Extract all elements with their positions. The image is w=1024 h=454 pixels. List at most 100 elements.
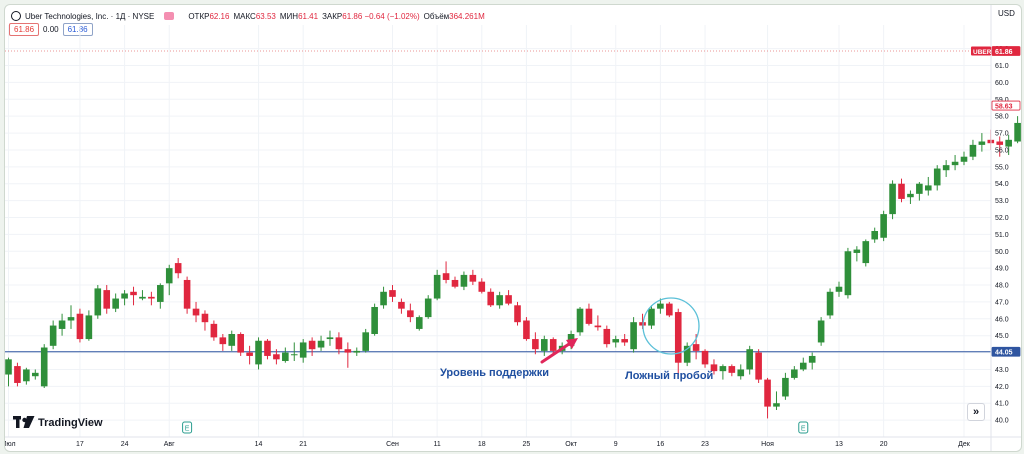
- candle-body[interactable]: [353, 350, 361, 353]
- candle-body[interactable]: [683, 345, 691, 363]
- candle-body[interactable]: [487, 291, 495, 306]
- candle-body[interactable]: [898, 183, 905, 199]
- candle-body[interactable]: [469, 274, 477, 282]
- candle-body[interactable]: [951, 161, 959, 166]
- candle-body[interactable]: [31, 372, 39, 377]
- price-chart[interactable]: 40.041.042.043.044.045.046.047.048.049.0…: [5, 5, 1021, 451]
- candle-body[interactable]: [862, 241, 870, 264]
- candle-body[interactable]: [514, 305, 521, 323]
- candle-body[interactable]: [210, 323, 218, 338]
- candle-body[interactable]: [576, 308, 584, 333]
- candle-body[interactable]: [94, 288, 102, 316]
- ask-price-badge[interactable]: 61.86: [62, 23, 93, 36]
- candle-body[interactable]: [451, 279, 459, 287]
- candle-body[interactable]: [130, 291, 137, 296]
- candle-body[interactable]: [969, 144, 977, 157]
- candle-body[interactable]: [719, 366, 727, 372]
- candle-body[interactable]: [621, 339, 628, 343]
- candle-body[interactable]: [121, 293, 128, 299]
- candle-body[interactable]: [942, 165, 950, 171]
- candle-body[interactable]: [237, 334, 244, 353]
- candle-body[interactable]: [549, 339, 557, 351]
- candle-body[interactable]: [755, 352, 762, 380]
- scroll-to-realtime-button[interactable]: »: [967, 403, 985, 421]
- candle-body[interactable]: [916, 183, 923, 194]
- candle-body[interactable]: [737, 369, 745, 377]
- candle-body[interactable]: [692, 344, 700, 351]
- candle-body[interactable]: [389, 290, 396, 297]
- candle-body[interactable]: [1014, 122, 1021, 142]
- candle-body[interactable]: [228, 334, 236, 346]
- earnings-marker[interactable]: [798, 421, 809, 434]
- candle-body[interactable]: [612, 339, 620, 343]
- candle-body[interactable]: [442, 273, 450, 280]
- candle-body[interactable]: [478, 281, 486, 292]
- candle-body[interactable]: [433, 274, 441, 299]
- candle-body[interactable]: [5, 359, 12, 375]
- candle-body[interactable]: [844, 251, 852, 296]
- candle-body[interactable]: [791, 369, 798, 378]
- candle-body[interactable]: [192, 308, 200, 316]
- candle-body[interactable]: [746, 349, 753, 370]
- candle-body[interactable]: [585, 308, 593, 324]
- symbol-title[interactable]: Uber Technologies, Inc. · 1Д · NYSE: [25, 11, 155, 21]
- candle-body[interactable]: [308, 340, 316, 350]
- candle-body[interactable]: [594, 325, 602, 328]
- candle-body[interactable]: [532, 339, 539, 350]
- candle-body[interactable]: [362, 332, 369, 351]
- candle-body[interactable]: [174, 263, 182, 274]
- candle-body[interactable]: [826, 291, 834, 316]
- candle-body[interactable]: [674, 312, 682, 363]
- candle-body[interactable]: [183, 279, 191, 309]
- candle-body[interactable]: [415, 317, 423, 329]
- candle-body[interactable]: [398, 301, 405, 309]
- candle-body[interactable]: [1005, 139, 1012, 147]
- candle-body[interactable]: [541, 339, 548, 351]
- candle-body[interactable]: [996, 141, 1004, 145]
- candle-body[interactable]: [880, 214, 887, 238]
- candle-body[interactable]: [264, 340, 271, 356]
- candle-body[interactable]: [808, 355, 816, 363]
- candle-body[interactable]: [407, 310, 414, 318]
- candle-body[interactable]: [165, 268, 173, 284]
- candle-body[interactable]: [282, 352, 289, 362]
- candle-body[interactable]: [782, 377, 789, 397]
- candle-body[interactable]: [924, 185, 932, 191]
- candle-body[interactable]: [773, 403, 780, 407]
- candle-body[interactable]: [299, 342, 307, 358]
- candle-body[interactable]: [326, 337, 334, 340]
- candle-body[interactable]: [85, 315, 93, 340]
- candle-body[interactable]: [49, 325, 57, 346]
- candle-body[interactable]: [157, 285, 164, 302]
- candle-body[interactable]: [978, 141, 986, 145]
- candle-body[interactable]: [764, 379, 771, 407]
- candle-body[interactable]: [112, 298, 119, 309]
- candle-body[interactable]: [728, 366, 736, 373]
- candle-body[interactable]: [219, 337, 227, 345]
- candle-body[interactable]: [317, 340, 325, 348]
- candle-body[interactable]: [67, 317, 75, 321]
- candle-body[interactable]: [23, 369, 30, 382]
- candle-body[interactable]: [58, 320, 66, 329]
- candle-body[interactable]: [710, 364, 718, 372]
- candle-body[interactable]: [648, 308, 655, 326]
- candle-body[interactable]: [290, 354, 298, 356]
- candle-body[interactable]: [246, 352, 253, 356]
- candle-body[interactable]: [701, 350, 709, 365]
- candle-body[interactable]: [523, 320, 530, 340]
- candle-body[interactable]: [76, 313, 84, 340]
- candle-body[interactable]: [201, 313, 209, 323]
- earnings-marker[interactable]: [182, 421, 193, 434]
- candle-body[interactable]: [817, 320, 825, 343]
- candle-body[interactable]: [103, 290, 111, 309]
- candle-body[interactable]: [630, 322, 637, 350]
- candle-body[interactable]: [139, 296, 146, 299]
- candle-body[interactable]: [344, 349, 352, 353]
- candle-body[interactable]: [371, 306, 378, 334]
- candle-body[interactable]: [907, 193, 914, 198]
- candle-body[interactable]: [148, 296, 155, 299]
- candle-body[interactable]: [657, 303, 664, 309]
- candle-body[interactable]: [666, 303, 673, 316]
- candle-body[interactable]: [40, 347, 48, 387]
- candle-body[interactable]: [603, 328, 611, 345]
